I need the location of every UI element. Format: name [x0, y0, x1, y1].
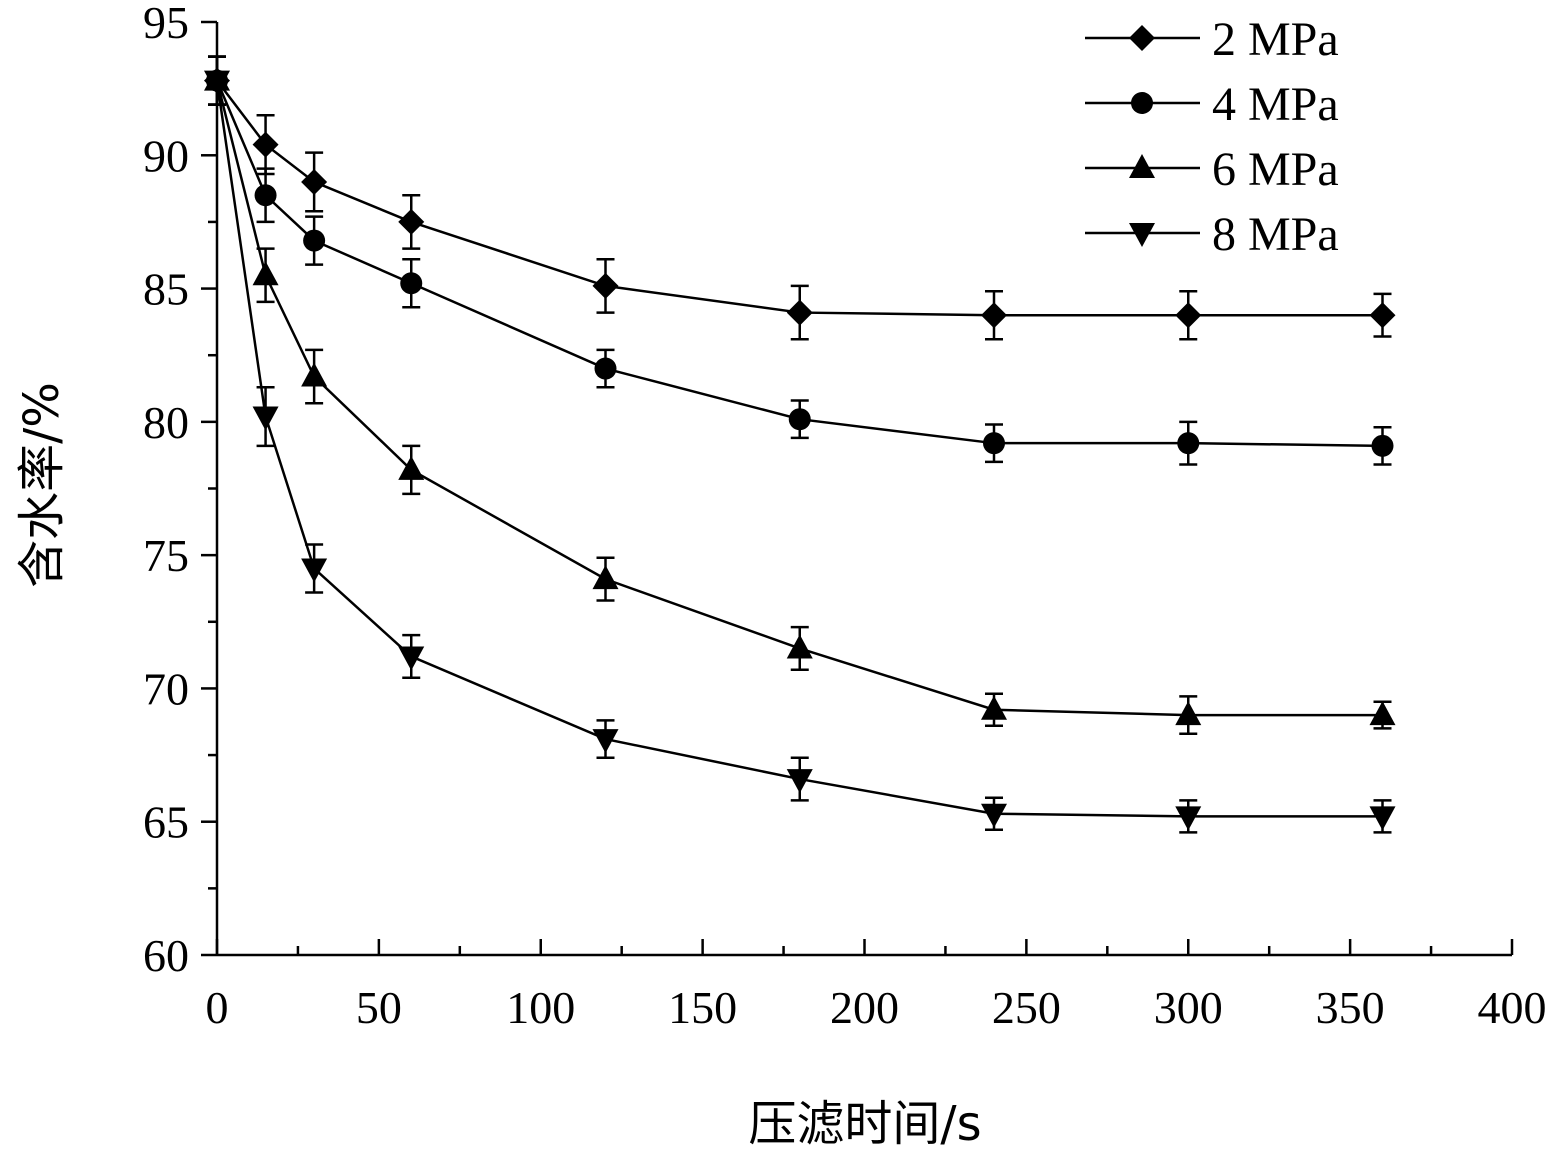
- data-point: [252, 261, 279, 286]
- legend-marker: [1129, 154, 1155, 178]
- series-1: [204, 55, 1396, 341]
- data-point: [981, 695, 1007, 720]
- x-tick-label: 200: [830, 982, 899, 1033]
- x-tick-label: 50: [356, 982, 402, 1033]
- x-tick-label: 250: [992, 982, 1061, 1033]
- data-point: [983, 432, 1005, 455]
- data-point: [254, 184, 277, 207]
- legend-label: 6 MPa: [1212, 143, 1339, 196]
- series-line: [215, 80, 1383, 717]
- legend: 2 MPa 4 MPa 6 MPa 8 MPa: [1085, 13, 1339, 261]
- x-tick-label: 0: [206, 982, 229, 1033]
- data-point: [786, 299, 813, 326]
- y-tick-label: 65: [143, 797, 189, 848]
- y-tick-label: 70: [143, 663, 189, 714]
- series-line: [215, 80, 1383, 818]
- data-point: [301, 362, 328, 387]
- data-point: [592, 565, 619, 590]
- data-point: [594, 357, 617, 380]
- legend-entry: 6 MPa: [1085, 143, 1339, 196]
- data-point: [1175, 806, 1202, 831]
- data-point: [252, 406, 279, 431]
- y-tick-label: 85: [143, 264, 189, 315]
- legend-marker: [1129, 25, 1155, 51]
- y-tick-label: 90: [143, 130, 189, 181]
- data-point: [1369, 701, 1396, 726]
- legend-entry: 4 MPa: [1085, 78, 1339, 131]
- legend-label: 8 MPa: [1212, 208, 1339, 261]
- data-point: [398, 646, 425, 671]
- data-point: [592, 272, 619, 299]
- axes: 0 50 100 150 200 250 300 350 400 60 65 70 75 80 85 90 95: [143, 0, 1547, 1033]
- series-line: [216, 79, 1383, 317]
- y-tick-label: 95: [143, 0, 189, 48]
- data-point: [1369, 302, 1396, 329]
- data-point: [301, 558, 328, 583]
- data-point: [1175, 701, 1202, 726]
- legend-marker: [1131, 92, 1153, 114]
- x-tick-label: 150: [668, 982, 737, 1033]
- data-point: [204, 70, 230, 95]
- data-point: [303, 229, 326, 252]
- data-point: [592, 729, 619, 754]
- x-tick-label: 400: [1478, 982, 1547, 1033]
- plot-area: [204, 55, 1396, 834]
- x-tick-label: 300: [1154, 982, 1223, 1033]
- series-line: [215, 80, 1383, 448]
- series-4: [204, 55, 1396, 834]
- x-tick-label: 100: [506, 982, 575, 1033]
- legend-entry: 2 MPa: [1085, 13, 1339, 66]
- data-point: [398, 208, 425, 235]
- data-point: [1177, 432, 1200, 455]
- data-point: [301, 168, 328, 195]
- y-axis-title: 含水率/%: [14, 382, 70, 588]
- x-axis-title: 压滤时间/s: [748, 1096, 981, 1150]
- y-tick-label: 75: [143, 530, 189, 581]
- x-tick-label: 350: [1316, 982, 1385, 1033]
- data-point: [981, 803, 1007, 828]
- legend-label: 2 MPa: [1212, 13, 1339, 66]
- legend-marker: [1129, 223, 1155, 247]
- data-point: [786, 634, 813, 659]
- legend-label: 4 MPa: [1212, 78, 1339, 131]
- data-point: [1175, 302, 1202, 329]
- y-tick-label: 60: [143, 930, 189, 981]
- data-point: [981, 302, 1007, 329]
- data-point: [252, 131, 279, 158]
- data-point: [398, 455, 425, 480]
- series-2: [206, 55, 1394, 466]
- data-point: [1371, 434, 1394, 457]
- data-point: [1369, 806, 1396, 831]
- data-point: [400, 272, 423, 295]
- y-tick-label: 80: [143, 397, 189, 448]
- legend-entry: 8 MPa: [1085, 208, 1339, 261]
- data-point: [788, 408, 811, 431]
- data-point: [786, 769, 813, 794]
